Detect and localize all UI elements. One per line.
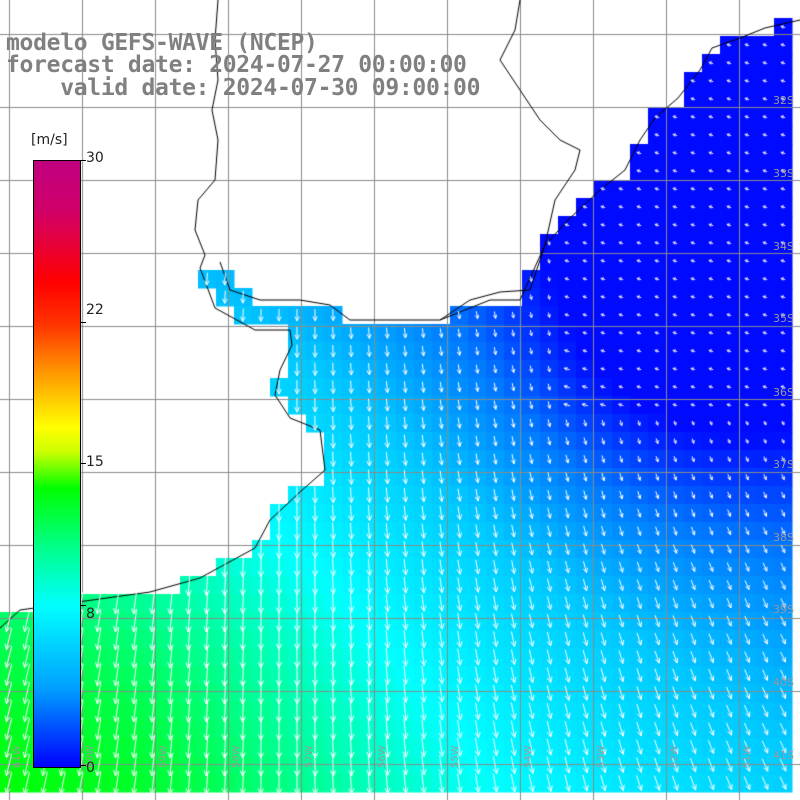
lon-label: 58W xyxy=(231,745,242,768)
colorbar-tick xyxy=(80,605,86,606)
lon-label: 56W xyxy=(377,745,388,768)
colorbar-tick xyxy=(80,765,86,766)
lon-label: 55W xyxy=(450,745,461,768)
model-title: modelo GEFS-WAVE (NCEP) xyxy=(6,30,318,56)
lat-label: 41S xyxy=(773,749,794,762)
lon-label: 51W xyxy=(742,745,753,768)
lon-label: 53W xyxy=(596,745,607,768)
valid-date: valid date: 2024-07-30 09:00:00 xyxy=(6,75,481,101)
colorbar-tick-label: 15 xyxy=(86,454,104,470)
colorbar-tick xyxy=(80,463,86,464)
lat-label: 40S xyxy=(773,676,794,689)
colorbar-tick xyxy=(80,160,86,161)
lat-label: 36S xyxy=(773,386,794,399)
colorbar-tick-label: 8 xyxy=(86,606,95,622)
lat-label: 38S xyxy=(773,531,794,544)
colorbar-unit: [m/s] xyxy=(31,132,68,148)
lat-label: 33S xyxy=(773,167,794,180)
lat-label: 32S xyxy=(773,94,794,107)
colorbar-tick-label: 30 xyxy=(86,150,104,166)
lat-label: 39S xyxy=(773,603,794,616)
lon-label: 59W xyxy=(158,745,169,768)
lon-label: 57W xyxy=(304,745,315,768)
colorbar-tick-label: 22 xyxy=(86,302,104,318)
lat-label: 35S xyxy=(773,312,794,325)
lon-label: 54W xyxy=(523,745,534,768)
colorbar xyxy=(33,160,81,768)
forecast-date: forecast date: 2024-07-27 00:00:00 xyxy=(6,52,467,78)
lat-label: 37S xyxy=(773,458,794,471)
lon-label: 52W xyxy=(669,745,680,768)
lon-label: 61W xyxy=(12,745,23,768)
colorbar-tick xyxy=(80,322,86,323)
lat-label: 34S xyxy=(773,240,794,253)
colorbar-tick-label: 0 xyxy=(86,760,95,776)
